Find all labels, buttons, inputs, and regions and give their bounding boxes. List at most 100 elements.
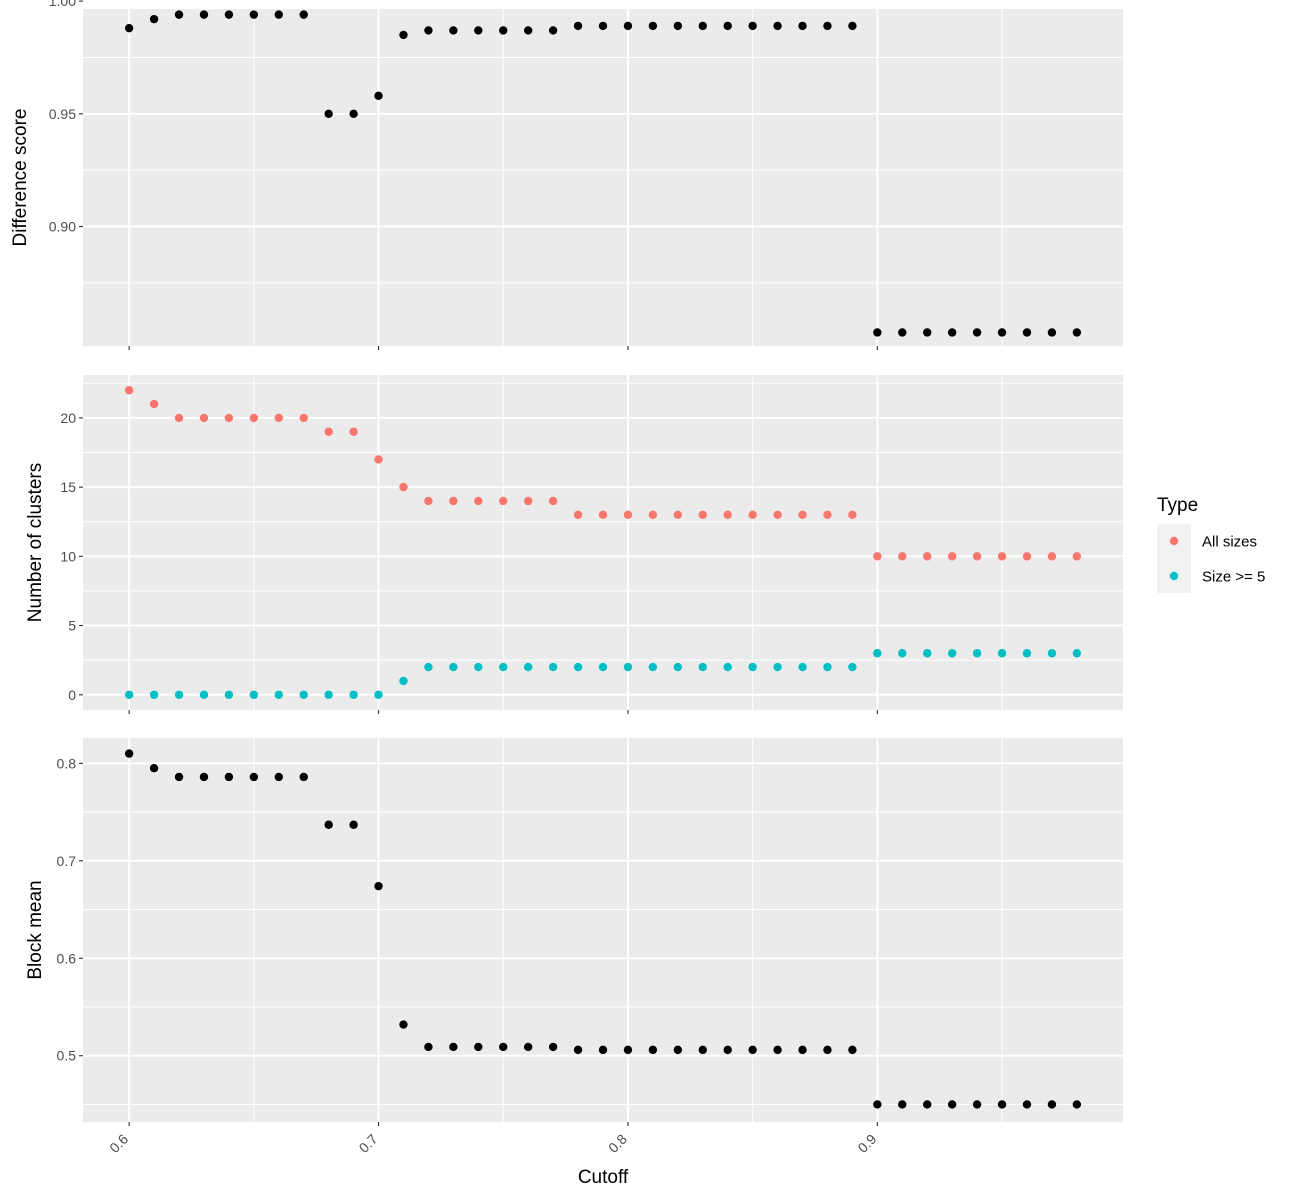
data-point [798, 21, 807, 31]
legend-key-background [1157, 524, 1191, 593]
data-point [424, 26, 433, 35]
data-point [424, 496, 433, 506]
data-point [898, 552, 907, 561]
data-point [324, 820, 333, 829]
data-point [399, 1020, 408, 1029]
data-point [848, 21, 857, 31]
data-point [374, 690, 383, 699]
data-point [773, 21, 782, 31]
data-point [174, 690, 184, 699]
data-point [748, 662, 757, 672]
data-point [199, 772, 209, 782]
data-point [249, 10, 259, 19]
data-point [224, 690, 234, 699]
data-point [199, 690, 209, 699]
legend-key-dot [1169, 571, 1179, 581]
data-point [224, 413, 234, 423]
data-point [623, 1045, 633, 1055]
data-point [573, 21, 583, 31]
data-point [997, 552, 1007, 561]
data-point [773, 510, 782, 520]
data-point [474, 26, 483, 35]
data-point [898, 649, 907, 658]
data-point [124, 690, 134, 699]
y-axis-title: Number of clusters [25, 463, 46, 622]
data-point [1022, 649, 1032, 658]
data-point [349, 109, 358, 119]
data-point [598, 1045, 608, 1055]
data-point [723, 1045, 732, 1055]
data-point [499, 26, 508, 35]
data-point [274, 690, 283, 699]
data-point [748, 21, 757, 31]
x-tick-label: 0.9 [854, 1131, 879, 1156]
data-point [723, 21, 732, 31]
data-point [947, 1100, 957, 1109]
data-point [449, 1042, 458, 1052]
data-point [923, 328, 932, 337]
data-point [299, 10, 308, 19]
data-point [573, 510, 583, 520]
data-point [598, 21, 608, 31]
data-point [374, 881, 383, 891]
y-tick-label: 0 [68, 687, 76, 703]
data-point [548, 1042, 558, 1052]
legend-label: All sizes [1202, 534, 1257, 551]
data-point [224, 10, 234, 19]
data-point [174, 413, 184, 423]
data-point [773, 662, 782, 672]
data-point [598, 510, 608, 520]
data-point [648, 510, 658, 520]
panel-2: 0 5 10 15 20 Number of clusters [25, 375, 1123, 714]
data-point [673, 662, 683, 672]
data-point [548, 662, 558, 672]
data-point [898, 328, 907, 337]
data-point [1047, 649, 1057, 658]
data-point [873, 328, 882, 337]
data-point [324, 109, 333, 119]
y-tick-label: 0.6 [57, 950, 77, 966]
panel-background [83, 738, 1123, 1122]
data-point [349, 820, 358, 829]
data-point [374, 91, 383, 100]
data-point [424, 1042, 433, 1052]
y-tick-label: 0.5 [57, 1048, 77, 1064]
series-points [124, 649, 1082, 699]
data-point [399, 30, 408, 40]
data-point [673, 21, 683, 31]
data-point [1022, 552, 1032, 561]
data-point [249, 690, 259, 699]
y-tick-label: 5 [68, 618, 76, 634]
y-axis-title: Difference score [10, 109, 31, 247]
data-point [523, 496, 533, 506]
data-point [823, 21, 832, 31]
data-point [873, 552, 882, 561]
data-point [274, 772, 283, 782]
data-point [598, 662, 608, 672]
data-point [947, 649, 957, 658]
y-tick-label: 0.90 [49, 219, 76, 235]
x-axis-title: Cutoff [578, 1167, 629, 1188]
data-point [399, 482, 408, 492]
data-point [623, 662, 633, 672]
y-tick-label: 0.7 [57, 853, 77, 869]
legend-key-dot [1169, 536, 1179, 546]
data-point [499, 662, 508, 672]
data-point [823, 510, 832, 520]
data-point [573, 662, 583, 672]
data-point [947, 552, 957, 561]
data-point [174, 10, 184, 19]
data-point [898, 1100, 907, 1109]
legend: Type All sizes Size >= 5 [1157, 495, 1265, 593]
data-point [149, 399, 159, 409]
data-point [1022, 1100, 1032, 1109]
data-point [798, 1045, 807, 1055]
data-point [523, 1042, 533, 1052]
data-point [449, 496, 458, 506]
data-point [997, 1100, 1007, 1109]
data-point [1047, 1100, 1057, 1109]
data-point [124, 749, 134, 758]
panel-1: 0.90 0.95 1.00 Difference score [10, 0, 1123, 350]
data-point [474, 662, 483, 672]
series-points [124, 749, 1082, 1109]
